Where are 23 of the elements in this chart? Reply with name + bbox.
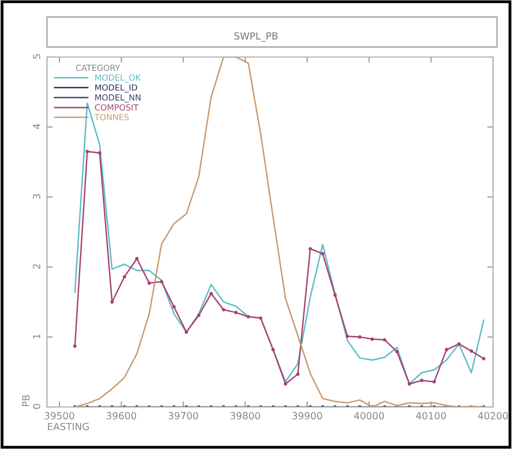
legend-title: CATEGORY [76,64,120,71]
x-tick-label: 39800 [230,412,260,420]
y-tick-label: 0 [32,404,40,409]
y-tick-label: 4 [33,124,40,130]
y-axis-title: PB [22,395,30,406]
x-tick-label: 39500 [44,412,74,420]
chart-title: SWPL_PB [234,32,278,42]
x-tick-label: 39600 [106,412,136,420]
y-tick-label: 5 [33,54,40,59]
x-tick-label: 39900 [292,412,322,420]
legend-label: MODEL_OK [95,74,141,83]
x-tick-label: 39700 [168,412,198,420]
y-tick-label: 2 [32,264,40,269]
x-tick-label: 40100 [416,412,446,420]
legend-label: MODEL_NN [95,94,140,102]
legend-label: TONNES [94,114,129,120]
x-tick-label: 40200 [478,412,508,420]
x-tick-label: 40000 [354,412,384,420]
y-tick-label: 3 [32,194,40,199]
legend-label: MODEL_ID [95,84,138,92]
legend-label: COMPOSIT [94,104,139,111]
x-axis-title: EASTING [48,422,89,430]
y-tick-label: 1 [33,334,40,338]
